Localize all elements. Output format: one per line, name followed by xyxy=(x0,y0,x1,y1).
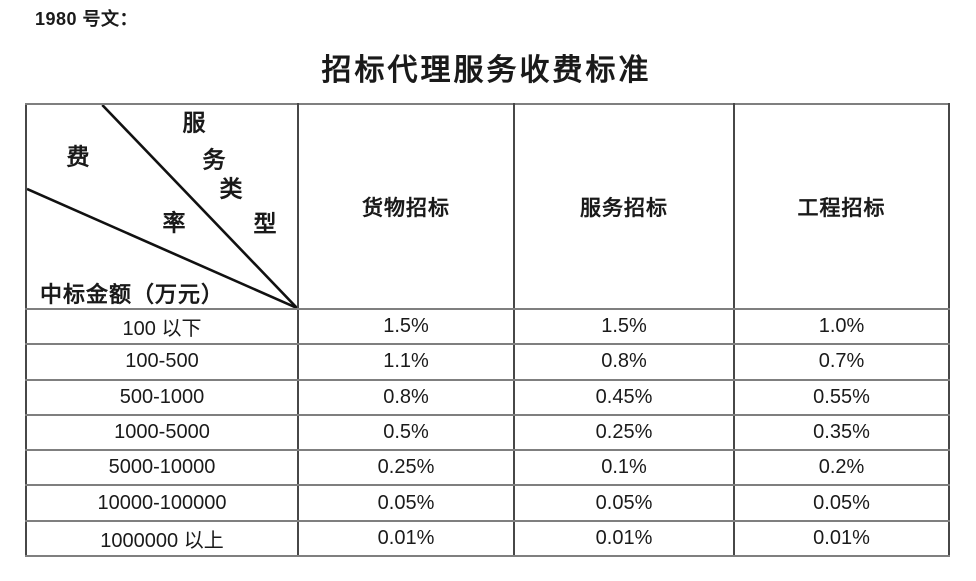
rate-cell: 0.25% xyxy=(513,413,735,452)
table-row: 10000-100000 0.05% 0.05% 0.05% xyxy=(25,484,950,522)
rate-cell: 0.7% xyxy=(733,343,950,381)
corner-service-type-char: 服 xyxy=(182,110,206,136)
rate-cell: 0.8% xyxy=(513,343,735,381)
corner-fee-rate-char: 费 xyxy=(66,144,90,170)
rate-cell: 1.5% xyxy=(513,307,735,346)
corner-fee-rate-char: 率 xyxy=(162,210,186,236)
rate-cell: 0.55% xyxy=(733,378,950,416)
amount-range-cell: 100-500 xyxy=(25,343,299,381)
rate-cell: 0.45% xyxy=(513,378,735,416)
rate-cell: 0.2% xyxy=(733,449,950,487)
amount-range-cell: 500-1000 xyxy=(25,378,299,416)
table-row: 1000000 以上 0.01% 0.01% 0.01% xyxy=(25,519,950,558)
diagonal-divider-lines xyxy=(28,106,296,307)
column-header-goods-bidding: 货物招标 xyxy=(297,103,515,310)
table-row: 100-500 1.1% 0.8% 0.7% xyxy=(25,343,950,381)
rate-cell: 0.01% xyxy=(297,519,515,558)
table-row: 100 以下 1.5% 1.5% 1.0% xyxy=(25,307,950,346)
fee-standard-table: 服 务 类 型 费 率 中标金额（万元） 货物招标 服务招标 工程招标 100 … xyxy=(25,103,950,558)
rate-cell: 0.01% xyxy=(513,519,735,558)
amount-range-cell: 100 以下 xyxy=(25,307,299,346)
rate-cell: 0.05% xyxy=(513,484,735,522)
table-row: 5000-10000 0.25% 0.1% 0.2% xyxy=(25,449,950,487)
rate-cell: 0.05% xyxy=(733,484,950,522)
page-title: 招标代理服务收费标准 xyxy=(321,54,652,87)
table-row: 500-1000 0.8% 0.45% 0.55% xyxy=(25,378,950,416)
rate-cell: 0.5% xyxy=(297,413,515,452)
doc-number-label: 1980 号文： xyxy=(35,9,139,29)
amount-range-cell: 5000-10000 xyxy=(25,449,299,487)
rate-cell: 0.25% xyxy=(297,449,515,487)
rate-cell: 1.1% xyxy=(297,343,515,381)
corner-amount-label: 中标金额（万元） xyxy=(40,282,225,307)
column-header-works-bidding: 工程招标 xyxy=(733,103,950,310)
column-header-service-bidding: 服务招标 xyxy=(513,103,735,310)
rate-cell: 1.0% xyxy=(733,307,950,346)
table-row: 1000-5000 0.5% 0.25% 0.35% xyxy=(25,413,950,452)
corner-service-type-char: 型 xyxy=(253,211,277,237)
amount-range-cell: 10000-100000 xyxy=(25,484,299,522)
amount-range-cell: 1000-5000 xyxy=(25,413,299,452)
rate-cell: 0.05% xyxy=(297,484,515,522)
corner-service-type-char: 务 xyxy=(202,147,226,173)
rate-cell: 0.1% xyxy=(513,449,735,487)
table-header-row: 服 务 类 型 费 率 中标金额（万元） 货物招标 服务招标 工程招标 xyxy=(25,103,950,310)
corner-service-type-char: 类 xyxy=(219,176,243,202)
rate-cell: 1.5% xyxy=(297,307,515,346)
rate-cell: 0.35% xyxy=(733,413,950,452)
rate-cell: 0.8% xyxy=(297,378,515,416)
amount-range-cell: 1000000 以上 xyxy=(25,519,299,558)
rate-cell: 0.01% xyxy=(733,519,950,558)
table-corner-cell: 服 务 类 型 费 率 中标金额（万元） xyxy=(25,103,299,310)
